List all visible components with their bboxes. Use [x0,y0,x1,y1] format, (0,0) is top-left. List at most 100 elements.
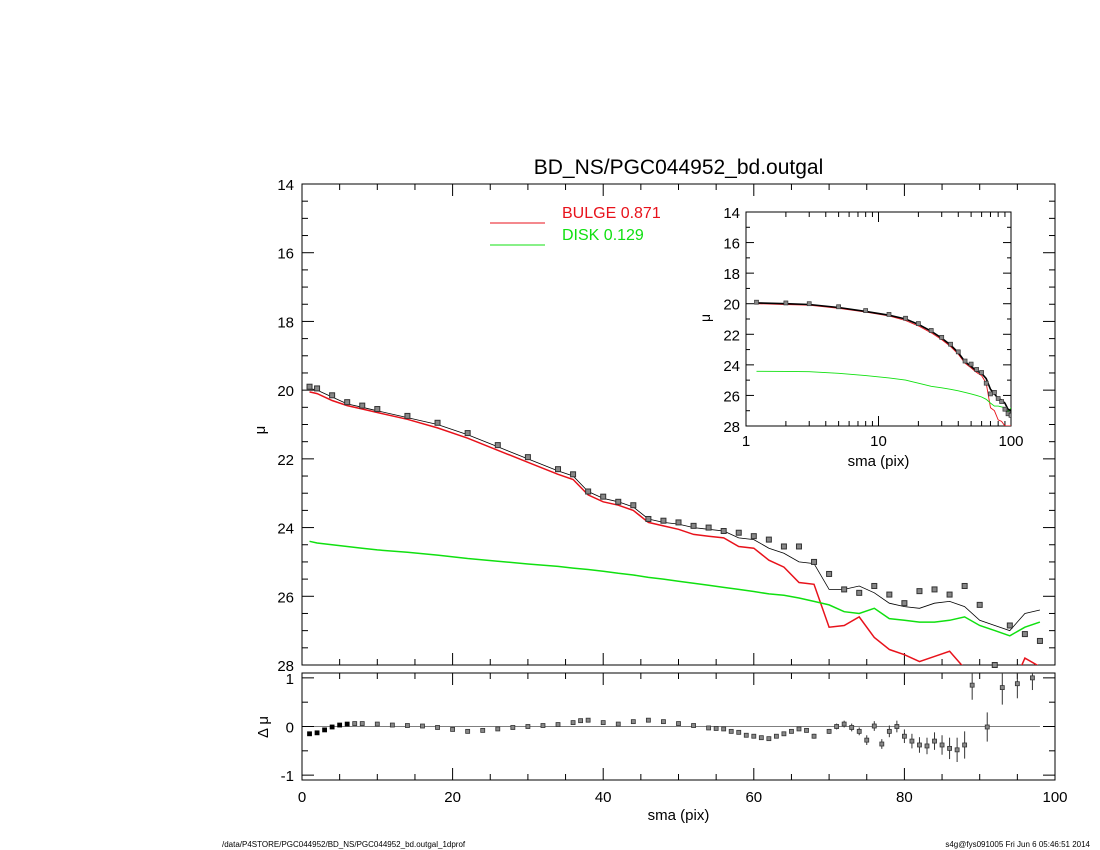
inset-data-point [754,299,759,305]
residual-point-marker [344,721,350,727]
inset-data-point [783,300,789,306]
residual-point-marker [894,724,900,729]
residual-point-marker [917,742,922,748]
main-y-axis-label: μ [252,426,269,435]
residual-point-marker [713,726,719,731]
legend-label-bulge: BULGE 0.871 [562,205,661,222]
data-point-marker [780,543,787,550]
residual-point-marker [811,733,817,739]
data-point-marker [841,586,848,593]
residual-point-marker [849,725,855,730]
inset-data-point [948,341,953,347]
residual-point-marker [909,738,915,744]
residual-point-marker [337,722,343,728]
residual-point-marker [954,747,960,753]
data-point-marker [434,419,441,426]
residual-point-marker [796,726,802,732]
residual-point-marker [743,732,749,738]
inset-data-point [1002,406,1008,412]
residual-xtick-label: 40 [595,789,612,806]
data-point-marker [630,502,637,509]
data-point-marker [404,412,411,419]
residual-xtick-label: 100 [1042,789,1067,806]
residual-point-marker [359,721,365,726]
residual-point-marker [902,733,907,739]
inset-xtick-label: 10 [870,433,887,450]
data-point-marker [524,454,531,461]
residual-point-marker [405,723,410,728]
data-point-marker [690,522,697,529]
data-point-marker [1006,622,1013,629]
data-point-marker [359,402,366,409]
data-point-marker [795,543,802,550]
residual-point-marker [630,719,636,725]
data-point-marker [329,392,336,399]
main-ytick-label: 28 [277,658,294,675]
residual-point-marker [352,721,358,726]
data-point-marker [314,385,321,392]
inset-ytick-label: 20 [723,297,740,314]
residual-point-marker [932,738,937,744]
data-point-marker [705,524,712,531]
data-point-marker [464,430,471,437]
residual-point-marker [510,725,516,730]
residual-point-marker [751,733,757,739]
inset-ytick-label: 18 [723,266,740,283]
data-point-marker [886,591,893,598]
residual-point-marker [781,731,787,737]
data-point-marker [306,383,313,390]
inset-data-point [955,349,961,355]
residual-point-marker [984,724,990,730]
residual-ytick-label: -1 [281,768,294,785]
inset-data-point [928,328,934,333]
residual-xtick-label: 20 [444,789,461,806]
residual-point-marker [314,730,320,736]
inset-data-point [962,358,968,364]
inset-ytick-label: 16 [723,236,740,253]
series-line-bulge [309,391,1039,665]
data-point-marker [976,601,983,608]
inset-data-point [995,396,1001,401]
main-ytick-label: 14 [277,177,294,194]
footer-timestamp: s4g@fys091005 Fri Jun 6 05:46:51 2014 [945,840,1090,849]
data-point-marker [916,588,923,595]
residual-point-marker [962,742,968,748]
inset-data-point [806,301,812,307]
residual-point-marker [886,728,892,734]
data-point-marker [750,533,757,540]
residual-point-marker [947,745,952,751]
residual-point-marker [450,727,456,732]
residual-point-marker [773,733,779,739]
residual-point-marker [307,731,312,737]
data-point-marker [871,582,878,589]
residual-y-axis-label: Δ μ [255,716,272,738]
data-point-marker [660,517,667,524]
residual-point-marker [540,723,546,728]
data-point-marker [1021,631,1028,638]
residual-point-marker [374,721,380,727]
residual-point-marker [826,728,832,734]
residual-point-marker [615,721,621,727]
residual-point-marker [841,721,847,727]
residual-point-marker [435,725,440,730]
series-line-disk [309,540,1041,637]
residual-point-marker [999,685,1005,690]
data-point-marker [856,589,863,596]
main-ytick-label: 18 [277,314,294,331]
residual-point-marker [758,735,764,741]
main-ytick-label: 26 [277,589,294,606]
inset-data-point [886,312,892,317]
main-ytick-label: 22 [277,452,294,469]
data-point-marker [735,529,742,536]
inset-ytick-label: 22 [723,327,740,344]
inset-data-point [863,308,869,313]
residual-point-marker [691,723,696,728]
data-point-marker [494,442,501,449]
residual-point-marker [389,722,395,728]
inset-y-axis-label: μ [697,314,713,322]
inset-data-point [968,361,974,367]
data-point-marker [961,582,968,589]
inset-data-point [983,380,989,386]
chart-title: BD_NS/PGC044952_bd.outgal [533,156,824,179]
